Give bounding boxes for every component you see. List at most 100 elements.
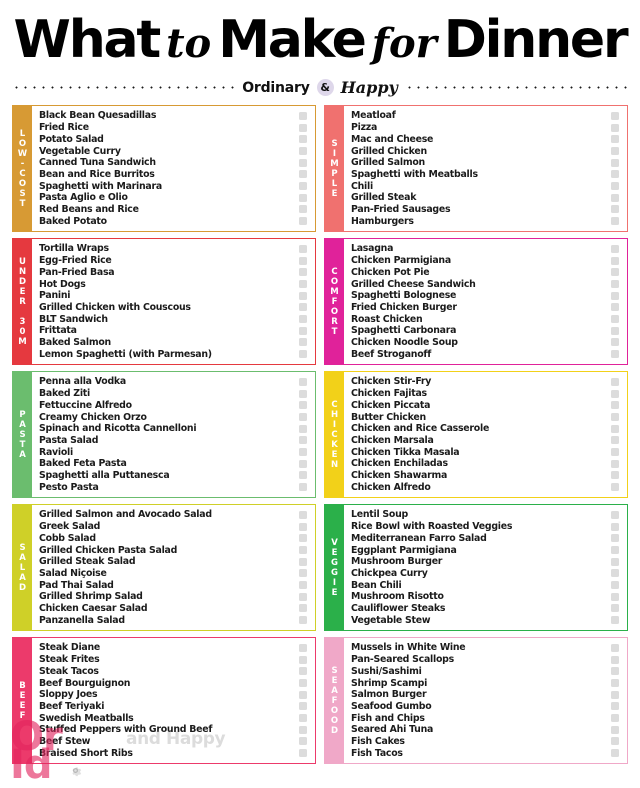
meal-row[interactable]: Chicken Marsala	[351, 435, 627, 447]
meal-checkbox[interactable]	[611, 569, 619, 578]
meal-row[interactable]: Chicken Parmigiana	[351, 255, 627, 267]
meal-checkbox[interactable]	[611, 401, 619, 410]
meal-checkbox[interactable]	[299, 170, 307, 179]
meal-row[interactable]: Fried Chicken Burger	[351, 302, 627, 314]
meal-row[interactable]: Braised Short Ribs	[39, 747, 315, 759]
meal-checkbox[interactable]	[611, 581, 619, 590]
meal-row[interactable]: Canned Tuna Sandwich	[39, 157, 315, 169]
meal-checkbox[interactable]	[611, 303, 619, 312]
meal-row[interactable]: Sushi/Sashimi	[351, 665, 627, 677]
meal-checkbox[interactable]	[611, 483, 619, 492]
meal-row[interactable]: Ravioli	[39, 446, 315, 458]
meal-checkbox[interactable]	[299, 256, 307, 265]
meal-row[interactable]: Pizza	[351, 122, 627, 134]
meal-checkbox[interactable]	[299, 725, 307, 734]
meal-checkbox[interactable]	[299, 205, 307, 214]
meal-checkbox[interactable]	[299, 546, 307, 554]
meal-checkbox[interactable]	[611, 702, 619, 711]
meal-row[interactable]: Vegetable Stew	[351, 614, 627, 626]
meal-row[interactable]: Chicken Noodle Soup	[351, 337, 627, 349]
meal-row[interactable]: Bean Chili	[351, 579, 627, 591]
meal-checkbox[interactable]	[299, 592, 307, 601]
meal-checkbox[interactable]	[299, 338, 307, 347]
meal-row[interactable]: Steak Tacos	[39, 665, 315, 677]
meal-row[interactable]: Grilled Chicken Pasta Salad	[39, 544, 315, 556]
meal-row[interactable]: Beef Stroganoff	[351, 348, 627, 360]
meal-row[interactable]: Salmon Burger	[351, 689, 627, 701]
meal-row[interactable]: Hot Dogs	[39, 278, 315, 290]
meal-row[interactable]: Chicken Shawarma	[351, 470, 627, 482]
meal-row[interactable]: Chili	[351, 180, 627, 192]
meal-row[interactable]: Grilled Salmon	[351, 157, 627, 169]
meal-checkbox[interactable]	[611, 424, 619, 433]
meal-checkbox[interactable]	[611, 413, 619, 421]
meal-checkbox[interactable]	[299, 401, 307, 410]
meal-row[interactable]: Lasagna	[351, 243, 627, 255]
meal-checkbox[interactable]	[299, 436, 307, 445]
meal-row[interactable]: Cauliflower Steaks	[351, 603, 627, 615]
meal-checkbox[interactable]	[299, 737, 307, 746]
meal-checkbox[interactable]	[611, 244, 619, 253]
meal-checkbox[interactable]	[611, 546, 619, 554]
meal-checkbox[interactable]	[611, 350, 619, 359]
meal-row[interactable]: Pan-Fried Sausages	[351, 204, 627, 216]
meal-row[interactable]: Mussels in White Wine	[351, 642, 627, 654]
meal-row[interactable]: Chicken and Rice Casserole	[351, 423, 627, 435]
meal-row[interactable]: Spaghetti with Marinara	[39, 180, 315, 192]
meal-row[interactable]: Pasta Salad	[39, 435, 315, 447]
meal-row[interactable]: Lemon Spaghetti (with Parmesan)	[39, 348, 315, 360]
meal-checkbox[interactable]	[299, 291, 307, 300]
meal-checkbox[interactable]	[299, 268, 307, 277]
meal-row[interactable]: Fried Rice	[39, 122, 315, 134]
meal-row[interactable]: Mac and Cheese	[351, 133, 627, 145]
meal-row[interactable]: Hamburgers	[351, 215, 627, 227]
meal-row[interactable]: Black Bean Quesadillas	[39, 110, 315, 122]
meal-checkbox[interactable]	[611, 326, 619, 335]
meal-row[interactable]: Mushroom Burger	[351, 556, 627, 568]
meal-row[interactable]: Baked Ziti	[39, 388, 315, 400]
meal-checkbox[interactable]	[299, 557, 307, 566]
meal-checkbox[interactable]	[299, 303, 307, 312]
meal-checkbox[interactable]	[299, 377, 307, 386]
meal-checkbox[interactable]	[611, 268, 619, 277]
meal-checkbox[interactable]	[611, 182, 619, 191]
meal-row[interactable]: Butter Chicken	[351, 411, 627, 423]
meal-checkbox[interactable]	[611, 667, 619, 676]
meal-checkbox[interactable]	[611, 471, 619, 480]
meal-checkbox[interactable]	[299, 510, 307, 519]
meal-checkbox[interactable]	[611, 592, 619, 601]
meal-checkbox[interactable]	[299, 350, 307, 359]
meal-row[interactable]: Vegetable Curry	[39, 145, 315, 157]
meal-checkbox[interactable]	[299, 182, 307, 191]
meal-row[interactable]: Salad Niçoise	[39, 568, 315, 580]
meal-row[interactable]: Eggplant Parmigiana	[351, 544, 627, 556]
meal-row[interactable]: Greek Salad	[39, 521, 315, 533]
meal-row[interactable]: Pasta Aglio e Olio	[39, 192, 315, 204]
meal-row[interactable]: Lentil Soup	[351, 509, 627, 521]
meal-row[interactable]: Pad Thai Salad	[39, 579, 315, 591]
meal-row[interactable]: Spaghetti alla Puttanesca	[39, 470, 315, 482]
meal-row[interactable]: Grilled Chicken	[351, 145, 627, 157]
meal-checkbox[interactable]	[299, 280, 307, 288]
meal-checkbox[interactable]	[299, 483, 307, 492]
meal-checkbox[interactable]	[299, 158, 307, 167]
meal-checkbox[interactable]	[611, 111, 619, 120]
meal-row[interactable]: Panzanella Salad	[39, 614, 315, 626]
meal-row[interactable]: Pan-Seared Scallops	[351, 654, 627, 666]
meal-checkbox[interactable]	[611, 522, 619, 531]
meal-row[interactable]: Steak Diane	[39, 642, 315, 654]
meal-checkbox[interactable]	[611, 655, 619, 664]
meal-row[interactable]: Spaghetti with Meatballs	[351, 169, 627, 181]
meal-checkbox[interactable]	[299, 123, 307, 132]
meal-checkbox[interactable]	[299, 643, 307, 652]
meal-row[interactable]: Chicken Enchiladas	[351, 458, 627, 470]
meal-checkbox[interactable]	[299, 749, 307, 758]
meal-checkbox[interactable]	[299, 690, 307, 699]
meal-row[interactable]: Mediterranean Farro Salad	[351, 532, 627, 544]
meal-checkbox[interactable]	[299, 389, 307, 398]
meal-checkbox[interactable]	[611, 557, 619, 566]
meal-checkbox[interactable]	[611, 338, 619, 347]
meal-checkbox[interactable]	[299, 413, 307, 421]
meal-row[interactable]: Pan-Fried Basa	[39, 266, 315, 278]
meal-checkbox[interactable]	[611, 679, 619, 687]
